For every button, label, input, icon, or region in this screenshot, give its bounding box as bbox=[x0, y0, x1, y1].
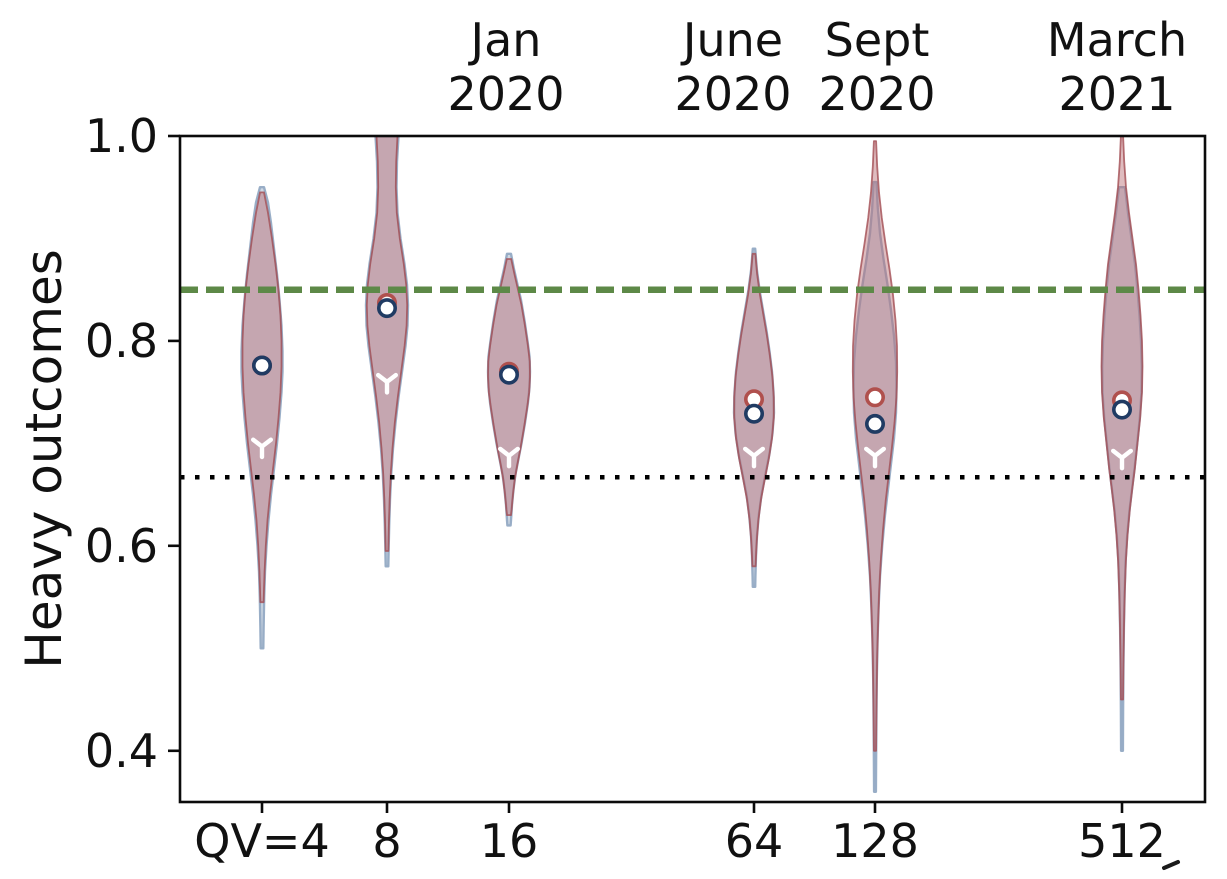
date-label-line2: 2021 bbox=[1058, 67, 1175, 121]
x-tick-label-8: 8 bbox=[372, 814, 401, 868]
tri-down-marker-QV512 bbox=[1111, 448, 1133, 471]
measured-mean-marker-QV512 bbox=[1112, 399, 1133, 420]
measured-mean-marker-QV128 bbox=[864, 413, 885, 434]
date-label-line1: Sept bbox=[825, 13, 930, 67]
date-label-line2: 2020 bbox=[818, 67, 935, 121]
date-label-line2: 2020 bbox=[447, 67, 564, 121]
x-tick-label-16: 16 bbox=[480, 814, 539, 868]
violin-ideal-QV16 bbox=[487, 258, 531, 516]
date-label-line1: Jan bbox=[468, 13, 542, 67]
x-tick-label-4: QV=4 bbox=[194, 814, 329, 868]
x-tick-label-512: 512 bbox=[1078, 814, 1166, 868]
x-tick-label-128: 128 bbox=[831, 814, 919, 868]
y-tick-label: 0.4 bbox=[85, 724, 158, 778]
measured-mean-marker-QV4 bbox=[252, 355, 273, 376]
date-label-line2: 2020 bbox=[674, 67, 791, 121]
tri-down-marker-QV64 bbox=[743, 446, 765, 469]
date-label-line1: March bbox=[1047, 13, 1187, 67]
tri-down-marker-QV128 bbox=[864, 446, 886, 469]
tri-down-marker-QV4 bbox=[251, 437, 273, 460]
measured-mean-marker-QV8 bbox=[376, 298, 397, 319]
ideal-mean-marker-QV128 bbox=[864, 387, 885, 408]
violin-ideal-QV128 bbox=[851, 140, 899, 752]
y-tick-label: 1.0 bbox=[85, 109, 158, 163]
plot-border bbox=[178, 134, 1207, 804]
violin-ideal-QV8 bbox=[365, 136, 409, 552]
violin-ideal-QV4 bbox=[241, 191, 283, 604]
cropped-text-artifact bbox=[1162, 860, 1180, 870]
date-label-line1: June bbox=[680, 13, 783, 67]
tri-down-marker-QV16 bbox=[498, 446, 520, 469]
measured-mean-marker-QV16 bbox=[498, 364, 519, 385]
tri-down-marker-QV8 bbox=[376, 372, 398, 395]
y-tick-label: 0.8 bbox=[85, 314, 158, 368]
measured-mean-marker-QV64 bbox=[743, 403, 764, 424]
violin-measured-QV128 bbox=[852, 180, 898, 793]
y-tick-label: 0.6 bbox=[85, 519, 158, 573]
x-tick-label-64: 64 bbox=[725, 814, 784, 868]
